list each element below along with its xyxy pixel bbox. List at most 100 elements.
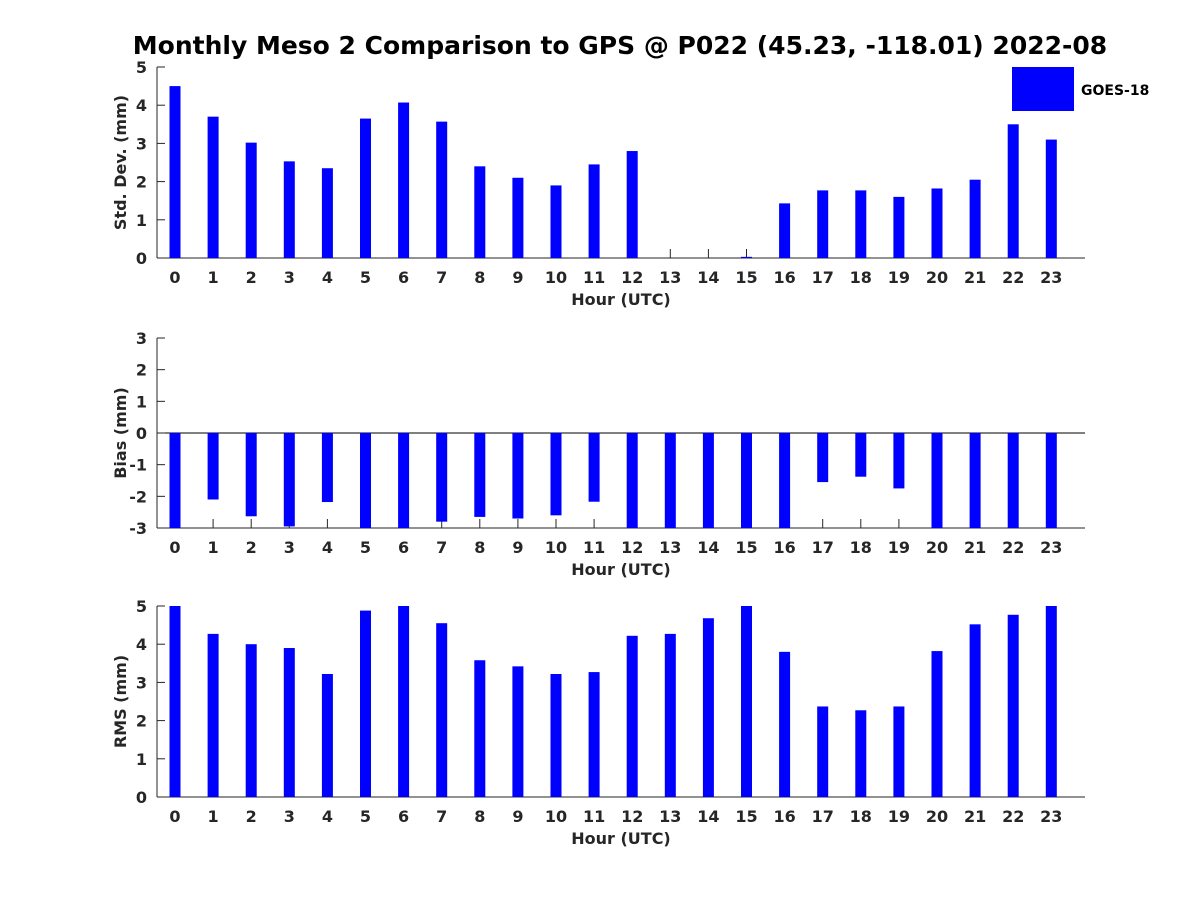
x-tick-label: 18 [850,538,872,557]
x-tick-label: 20 [926,268,948,287]
x-tick-label: 23 [1040,538,1062,557]
bar [169,433,181,528]
x-tick-label: 1 [208,268,219,287]
x-tick-label: 2 [246,807,257,826]
y-tick-label: -3 [129,519,147,538]
x-tick-label: 11 [583,268,605,287]
x-tick-label: 0 [169,807,180,826]
bar [664,433,676,528]
bar [855,190,867,258]
y-tick-label: 2 [136,361,147,380]
bar [436,433,448,522]
x-tick-label: 5 [360,268,371,287]
bar [1045,139,1057,258]
bar [245,433,257,517]
x-tick-label: 16 [773,807,795,826]
y-tick-label: -1 [129,456,147,475]
bar [779,203,791,258]
bar [245,644,257,797]
bar [969,179,981,258]
bar [398,433,410,528]
bar [893,706,905,797]
bar [360,433,371,528]
bar [283,648,295,797]
bar [626,635,638,797]
bars [169,86,1057,258]
x-tick-label: 13 [659,807,681,826]
x-tick-label: 7 [436,807,447,826]
x-tick-label: 1 [208,807,219,826]
x-tick-label: 10 [545,538,567,557]
bar [817,433,829,483]
x-tick-label: 5 [360,538,371,557]
bar [817,706,829,797]
legend: GOES-18 [1012,67,1149,111]
bar [283,161,295,258]
x-tick-label: 19 [888,538,910,557]
y-tick-label: 2 [136,173,147,192]
bar [321,673,333,797]
x-tick-label: 8 [474,538,485,557]
x-tick-label: 22 [1002,268,1024,287]
x-tick-label: 21 [964,807,986,826]
bar [360,118,371,258]
bar [512,433,524,519]
bar [321,433,333,503]
x-axis-label: Hour (UTC) [571,829,671,848]
bar [817,190,829,258]
bar [1045,606,1057,797]
x-tick-label: 16 [773,268,795,287]
bar [969,624,981,797]
bar [779,433,791,528]
x-tick-label: 0 [169,268,180,287]
x-tick-label: 2 [246,538,257,557]
bar [626,433,638,528]
x-tick-label: 9 [512,268,523,287]
y-axis-label: Bias (mm) [111,387,130,479]
bar [931,433,943,528]
bar [588,433,600,502]
bar [474,433,486,517]
bar [893,433,905,489]
bar [207,433,219,500]
bar [893,196,905,258]
x-tick-label: 10 [545,268,567,287]
bar [474,166,486,258]
bar [588,672,600,797]
x-tick-label: 3 [284,807,295,826]
x-tick-label: 8 [474,268,485,287]
bar [245,142,257,258]
x-tick-label: 20 [926,807,948,826]
bar [741,256,752,258]
x-tick-label: 11 [583,807,605,826]
y-tick-label: 1 [136,211,147,230]
x-tick-label: 8 [474,807,485,826]
x-tick-label: 9 [512,807,523,826]
y-axis-label: Std. Dev. (mm) [111,95,130,230]
x-tick-label: 0 [169,538,180,557]
x-tick-label: 2 [246,268,257,287]
bar [855,433,867,477]
y-tick-label: -2 [129,487,147,506]
x-tick-label: 6 [398,268,409,287]
x-tick-label: 6 [398,807,409,826]
bar [512,666,524,797]
x-tick-label: 11 [583,538,605,557]
bar [436,121,448,258]
x-tick-label: 18 [850,807,872,826]
bar [321,168,333,258]
y-tick-label: 5 [136,58,147,77]
x-tick-label: 21 [964,538,986,557]
x-tick-label: 15 [735,807,757,826]
bar [207,633,219,797]
x-tick-label: 13 [659,268,681,287]
x-tick-label: 3 [284,268,295,287]
x-tick-label: 23 [1040,807,1062,826]
x-tick-label: 21 [964,268,986,287]
x-tick-label: 16 [773,538,795,557]
bar [855,710,867,797]
bar [398,102,410,258]
x-tick-label: 4 [322,268,333,287]
x-tick-label: 19 [888,807,910,826]
